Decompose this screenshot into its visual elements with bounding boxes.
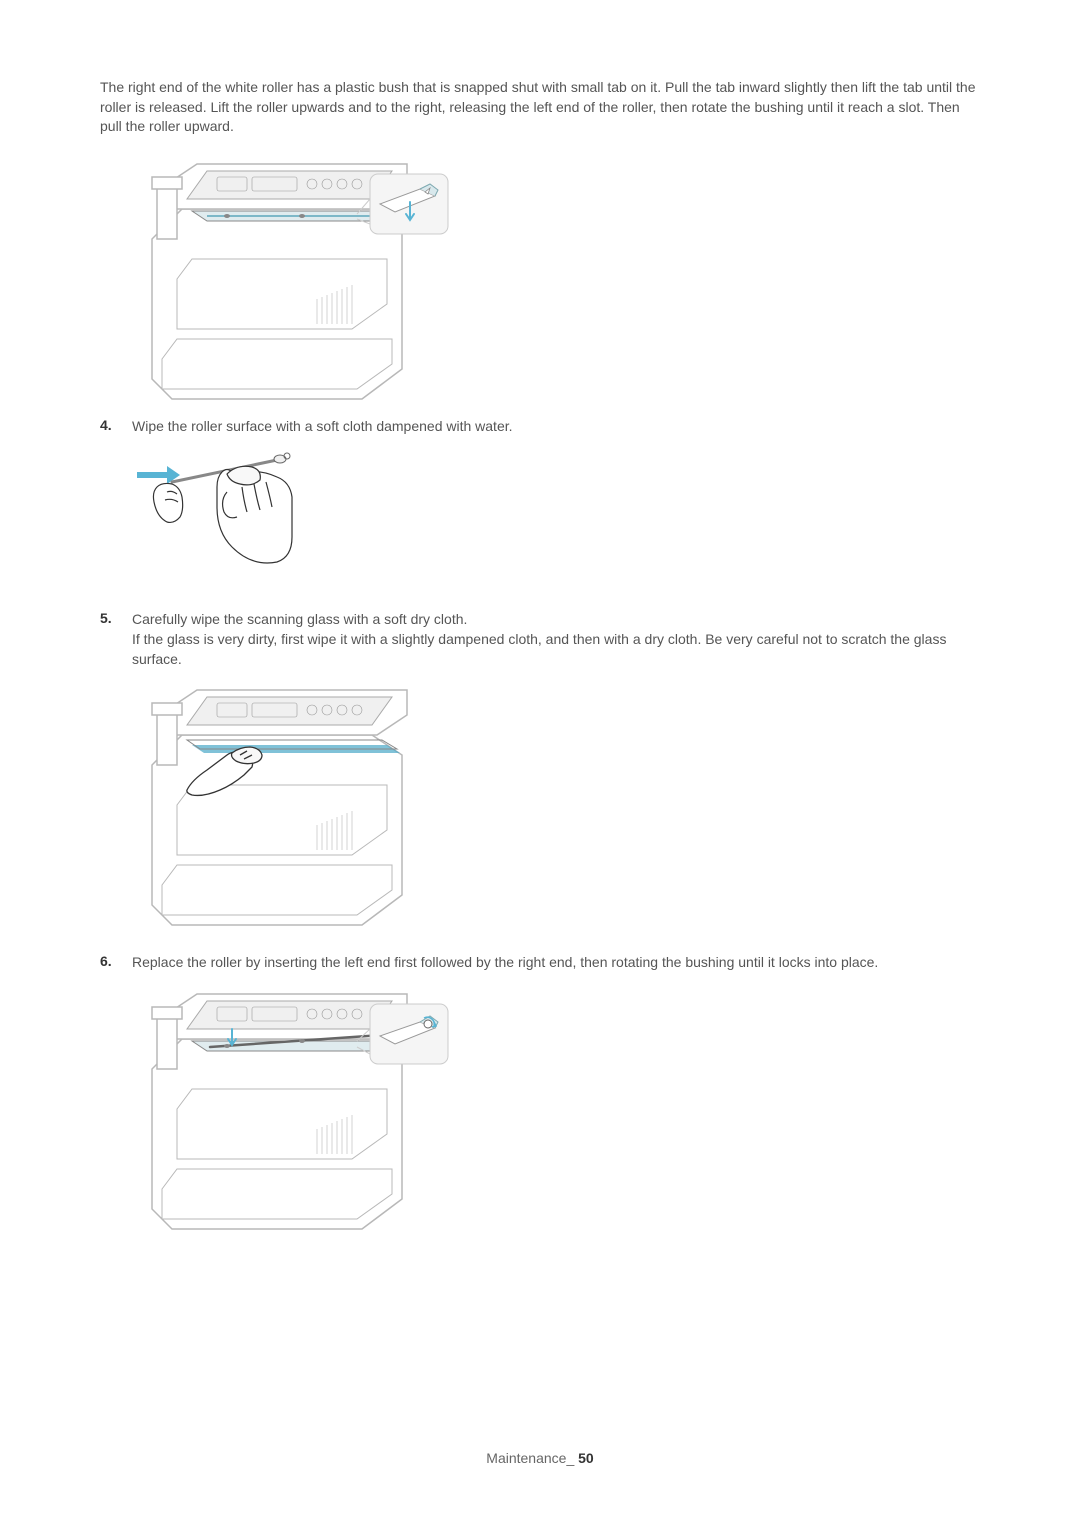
step-number: 4. xyxy=(100,417,118,433)
illustration-replace-roller xyxy=(132,979,980,1239)
printer-glass-svg xyxy=(132,675,452,935)
step-number: 5. xyxy=(100,610,118,626)
step-text: Carefully wipe the scanning glass with a… xyxy=(132,610,980,669)
printer-replace-svg xyxy=(132,979,452,1239)
footer-section: Maintenance_ xyxy=(486,1450,574,1466)
printer-roller-svg xyxy=(132,149,452,409)
hands-wipe-svg xyxy=(132,442,332,592)
intro-paragraph: The right end of the white roller has a … xyxy=(100,78,980,137)
step5-line2: If the glass is very dirty, first wipe i… xyxy=(132,631,946,667)
page-content: The right end of the white roller has a … xyxy=(0,0,1080,1239)
step-5: 5. Carefully wipe the scanning glass wit… xyxy=(100,610,980,935)
step-6: 6. Replace the roller by inserting the l… xyxy=(100,953,980,1239)
step-4: 4. Wipe the roller surface with a soft c… xyxy=(100,417,980,593)
step5-line1: Carefully wipe the scanning glass with a… xyxy=(132,611,467,627)
illustration-roller-release xyxy=(132,149,980,409)
step-text: Wipe the roller surface with a soft clot… xyxy=(132,417,980,437)
page-footer: Maintenance_ 50 xyxy=(0,1450,1080,1466)
step-number: 6. xyxy=(100,953,118,969)
illustration-wipe-glass xyxy=(132,675,980,935)
footer-page-number: 50 xyxy=(578,1450,594,1466)
step-text: Replace the roller by inserting the left… xyxy=(132,953,980,973)
illustration-wipe-roller xyxy=(132,442,980,592)
